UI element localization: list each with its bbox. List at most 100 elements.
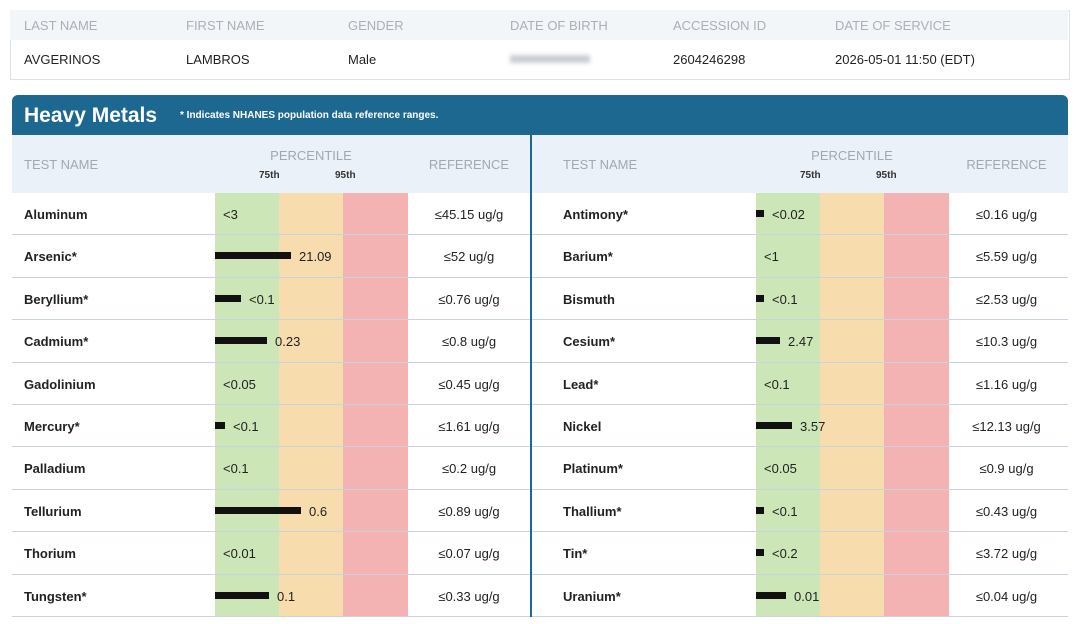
- row-line: [532, 319, 1068, 321]
- result: <1: [764, 249, 779, 265]
- reference: ≤0.33 ug/g: [438, 588, 500, 604]
- result-bar: [756, 337, 780, 345]
- result-bar: [215, 422, 225, 429]
- reference: ≤0.9 ug/g: [979, 461, 1034, 477]
- field-label: FIRST NAME: [186, 18, 265, 33]
- row-line: [12, 404, 530, 405]
- col-95th: 95th: [876, 170, 897, 181]
- test-name: Antimony*: [563, 207, 628, 222]
- result: <0.05: [223, 376, 256, 392]
- result-bar: [215, 294, 241, 302]
- result: <0.1: [764, 376, 790, 392]
- row-line: [12, 361, 530, 363]
- test-name: Cadmium*: [24, 334, 89, 350]
- result-bar: [756, 591, 786, 599]
- col-75th: 75th: [800, 170, 821, 181]
- field-label: GENDER: [348, 18, 404, 33]
- reference: ≤0.04 ug/g: [975, 588, 1038, 604]
- row-line: [532, 361, 1068, 363]
- result-bar: [756, 506, 764, 514]
- test-name: Tellurium: [24, 503, 82, 519]
- test-name: Aluminum: [24, 207, 88, 222]
- redacted: [510, 55, 590, 63]
- result-bar: [756, 549, 764, 557]
- result: 0.6: [309, 503, 328, 519]
- col-75th: 75th: [259, 170, 280, 181]
- result: <3: [223, 207, 238, 222]
- row-line: [532, 404, 1068, 405]
- reference: ≤0.2 ug/g: [441, 461, 497, 477]
- row-line: [532, 616, 1068, 617]
- field-value: 2604246298: [673, 52, 746, 67]
- reference: ≤0.8 ug/g: [441, 334, 497, 350]
- row-line: [12, 234, 530, 236]
- reference: ≤0.43 ug/g: [975, 503, 1038, 519]
- result: <0.1: [772, 503, 798, 519]
- test-name: Gadolinium: [24, 376, 96, 392]
- result-bar: [215, 506, 301, 514]
- reference: ≤0.45 ug/g: [438, 376, 500, 392]
- reference: ≤1.61 ug/g: [438, 419, 500, 434]
- test-name: Nickel: [563, 419, 602, 434]
- row-line: [532, 234, 1068, 236]
- row-line: [532, 446, 1068, 448]
- field-label: DATE OF SERVICE: [835, 18, 951, 33]
- zone-red: [884, 193, 949, 617]
- result-bar: [215, 591, 269, 599]
- zone-orange: [279, 193, 343, 617]
- zone-red: [343, 193, 408, 617]
- result-bar: [215, 337, 267, 345]
- field-value: LAMBROS: [186, 52, 250, 67]
- col-percentile: PERCENTILE: [811, 148, 893, 163]
- result: 3.57: [800, 419, 826, 434]
- test-name: Cesium*: [563, 334, 616, 350]
- result: <0.1: [249, 291, 275, 307]
- reference: ≤5.59 ug/g: [975, 249, 1038, 265]
- col-test-name: TEST NAME: [563, 157, 638, 172]
- result: 0.01: [794, 588, 820, 604]
- field-label: LAST NAME: [24, 18, 98, 33]
- reference: ≤10.3 ug/g: [975, 334, 1038, 350]
- result: <0.05: [764, 461, 797, 477]
- divider: [530, 135, 532, 617]
- test-name: Uranium*: [563, 588, 621, 604]
- zone-green: [756, 193, 820, 617]
- result-bar: [756, 422, 792, 429]
- column-header-bg: [12, 135, 1068, 193]
- result: 2.47: [788, 334, 814, 350]
- test-name: Beryllium*: [24, 291, 89, 307]
- row-line: [532, 488, 1068, 490]
- test-name: Platinum*: [563, 461, 623, 477]
- result: <0.1: [233, 419, 259, 434]
- reference: ≤12.13 ug/g: [972, 419, 1041, 434]
- test-name: Thorium: [24, 546, 76, 562]
- row-line: [12, 319, 530, 321]
- field-label: DATE OF BIRTH: [510, 18, 608, 33]
- row-line: [12, 446, 530, 448]
- reference: ≤0.16 ug/g: [975, 207, 1038, 222]
- result: <0.2: [772, 546, 798, 562]
- result-bar: [215, 252, 291, 260]
- result: 0.1: [277, 588, 296, 604]
- row-line: [532, 573, 1068, 575]
- zone-green: [215, 193, 279, 617]
- test-name: Bismuth: [563, 291, 615, 307]
- row-line: [12, 488, 530, 490]
- reference: ≤0.76 ug/g: [438, 291, 500, 307]
- field-value: 2026-05-01 11:50 (EDT): [835, 52, 975, 67]
- panel-header: Heavy Metals * Indicates NHANES populati…: [12, 95, 1068, 135]
- test-name: Lead*: [563, 376, 599, 392]
- col-percentile: PERCENTILE: [270, 148, 352, 163]
- row-line: [532, 531, 1068, 533]
- result: 21.09: [299, 249, 332, 265]
- col-test-name: TEST NAME: [24, 157, 99, 172]
- test-name: Tin*: [563, 546, 588, 562]
- patient-header-bg: [10, 10, 1068, 40]
- test-name: Mercury*: [24, 419, 80, 434]
- result: <0.01: [223, 546, 256, 562]
- reference: ≤3.72 ug/g: [975, 546, 1038, 562]
- field-label: ACCESSION ID: [673, 18, 767, 33]
- row-line: [12, 573, 530, 575]
- col-reference: REFERENCE: [966, 157, 1047, 172]
